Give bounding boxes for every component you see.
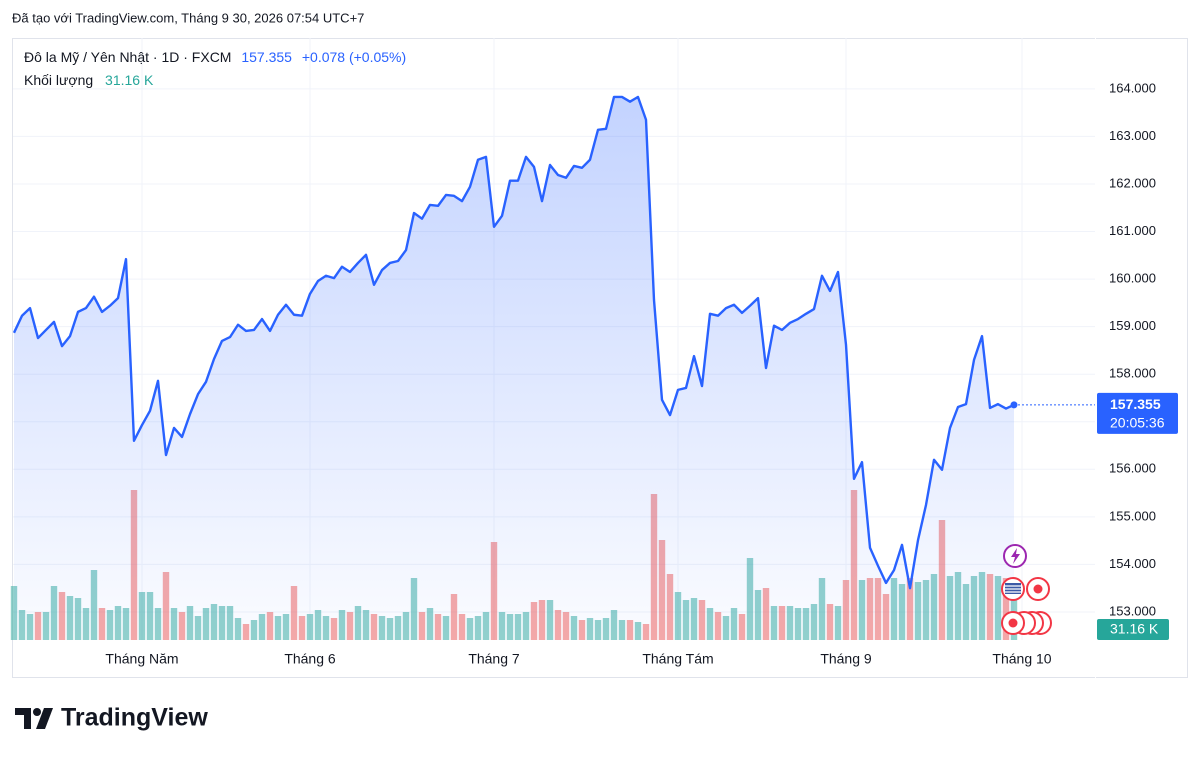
price-area (14, 96, 1014, 640)
volume-label-box (1097, 619, 1169, 640)
y-tick-label: 160.000 (1109, 271, 1156, 286)
x-tick-label: Tháng 7 (468, 651, 520, 667)
logo-mark (33, 708, 41, 716)
axis-layer: 153.000154.000155.000156.000157.000158.0… (105, 38, 1178, 678)
x-tick-label: Tháng Tám (642, 651, 713, 667)
event-icon (1033, 584, 1043, 594)
legend-price: 157.355 (241, 49, 292, 65)
countdown-label: 20:05:36 (1110, 415, 1165, 431)
price-layer (12, 95, 1095, 640)
y-tick-label: 158.000 (1109, 366, 1156, 381)
x-tick-label: Tháng 9 (820, 651, 872, 667)
x-tick-label: Tháng Năm (105, 651, 178, 667)
volume-label: 31.16 K (1110, 621, 1159, 637)
price-label: 157.355 (1110, 396, 1161, 412)
volume-legend-value: 31.16 K (105, 72, 154, 88)
y-tick-label: 154.000 (1109, 556, 1156, 571)
brand-name: TradingView (61, 704, 208, 732)
y-tick-label: 153.000 (1109, 603, 1156, 618)
brand-logo: TradingView (15, 704, 208, 732)
y-tick-label: 156.000 (1109, 461, 1156, 476)
logo-mark (15, 708, 31, 729)
volume-title: Khối lượng (24, 72, 93, 88)
legend-change: +0.078 (+0.05%) (302, 49, 406, 65)
volume-legend: Khối lượng 31.16 K (24, 72, 154, 88)
x-tick-label: Tháng 10 (992, 651, 1051, 667)
x-tick-label: Tháng 6 (284, 651, 336, 667)
price-line (12, 95, 1015, 590)
y-tick-label: 155.000 (1109, 508, 1156, 523)
y-tick-label: 161.000 (1109, 223, 1156, 238)
legend: Đô la Mỹ / Yên Nhật · 1D · FXCM 157.355 … (24, 49, 406, 65)
event-icon (1008, 618, 1018, 628)
y-tick-label: 163.000 (1109, 128, 1156, 143)
y-tick-label: 159.000 (1109, 318, 1156, 333)
event-icons (1001, 544, 1052, 635)
y-tick-label: 164.000 (1109, 80, 1156, 95)
created-note: Đã tạo với TradingView.com, Tháng 9 30, … (12, 10, 364, 25)
price-label-box (1097, 392, 1178, 434)
last-price-dot (1010, 401, 1018, 409)
y-tick-label: 162.000 (1109, 175, 1156, 190)
event-icon (1011, 548, 1020, 564)
symbol-title: Đô la Mỹ / Yên Nhật · 1D · FXCM (24, 49, 231, 65)
logo-mark (36, 708, 53, 729)
event-icon (1005, 585, 1021, 593)
